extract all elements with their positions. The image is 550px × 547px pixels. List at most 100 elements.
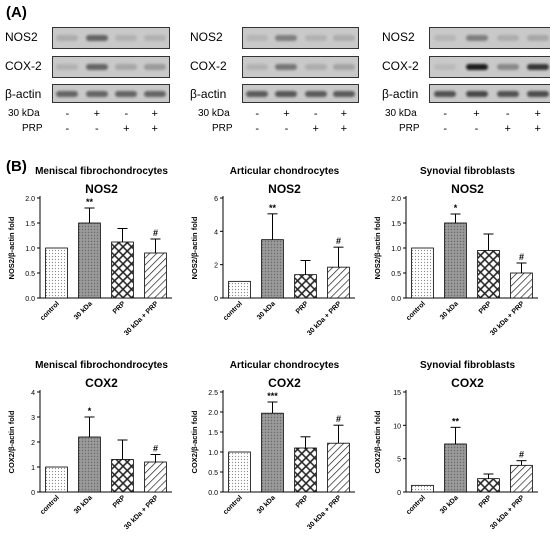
x-tick-label: PRP <box>478 494 493 509</box>
x-tick-label: 30 kDa + PRP <box>123 300 160 337</box>
blot-band <box>526 64 549 70</box>
chart-subtitle: COX2 <box>451 376 484 390</box>
bar <box>144 461 167 493</box>
bar-chart: Meniscal fibrochondrocytes NOS2 0.0 0.5 1.0 1… <box>7 166 172 337</box>
blot-label-1: COX-2 <box>190 59 227 73</box>
y-tick-label: 0 <box>31 490 35 497</box>
bar <box>477 250 500 299</box>
blot-band <box>526 90 549 97</box>
chart-subtitle: NOS2 <box>85 182 118 196</box>
condition-sign: + <box>312 123 319 135</box>
bar <box>411 484 434 493</box>
x-tick-label: PRP <box>295 300 310 315</box>
y-tick-label: 0.0 <box>208 490 218 497</box>
y-tick-label: 1.5 <box>208 430 218 437</box>
blot-band <box>496 35 519 41</box>
condition-sign: - <box>255 108 260 120</box>
blot-membrane <box>429 84 550 103</box>
blot-band <box>304 35 327 41</box>
x-tick-label: PRP <box>295 494 310 509</box>
bar <box>45 247 68 299</box>
bar-chart: Articular chondrocytes NOS2 0 2 4 6 NOS2/β-act… <box>190 166 355 337</box>
x-tick-label: 30 kDa <box>256 300 277 321</box>
bar <box>327 266 350 299</box>
x-tick-label: 30 kDa + PRP <box>123 494 160 531</box>
y-tick-label: 1.0 <box>208 450 218 457</box>
x-tick-label: PRP <box>478 300 493 315</box>
panel-label-a: (A) <box>6 4 27 21</box>
bar <box>510 464 533 493</box>
y-tick-label: 4 <box>31 390 35 397</box>
y-tick-label: 1.5 <box>25 221 35 228</box>
x-tick-label: control <box>39 494 61 516</box>
blot-band <box>85 35 108 41</box>
bar-chart: Synovial fibroblasts NOS2 0.0 0.5 1.0 1.5 2.0 N… <box>373 166 538 337</box>
significance-label: ** <box>86 197 94 207</box>
y-tick-label: 0.5 <box>391 271 401 278</box>
y-axis-label: COX2/β-actin fold <box>373 410 382 473</box>
blot-membrane <box>242 56 359 78</box>
y-tick-label: 0 <box>214 296 218 303</box>
bar <box>111 241 134 299</box>
condition-sign: - <box>65 123 70 135</box>
significance-label: # <box>519 450 524 460</box>
x-tick-label: PRP <box>112 300 127 315</box>
y-tick-label: 15 <box>393 390 401 397</box>
bar <box>477 478 500 493</box>
blot-band <box>115 90 138 97</box>
significance-label: ** <box>452 416 460 426</box>
significance-label: # <box>153 228 158 238</box>
blot-membrane <box>52 27 170 49</box>
significance-label: ** <box>269 203 277 213</box>
condition-sign: + <box>504 123 511 135</box>
bar-chart: Synovial fibroblasts COX2 0 5 10 15 COX2/β-act… <box>373 360 538 531</box>
bar <box>78 436 101 493</box>
blot-band <box>143 35 166 41</box>
y-tick-label: 1.5 <box>391 221 401 228</box>
y-tick-label: 1 <box>31 465 35 472</box>
blot-band <box>143 64 166 70</box>
blot-band <box>115 35 138 41</box>
y-tick-label: 5 <box>397 457 401 464</box>
blot-band <box>56 64 79 70</box>
blot-membrane <box>429 27 550 49</box>
blot-band <box>304 64 327 70</box>
x-tick-label: 30 kDa + PRP <box>306 494 343 531</box>
condition-sign: + <box>534 123 541 135</box>
chart-title: Articular chondrocytes <box>230 360 340 371</box>
x-tick-label: PRP <box>112 494 127 509</box>
blot-band <box>434 64 457 70</box>
blot-label-0: NOS2 <box>190 30 223 44</box>
blot-band <box>434 35 457 41</box>
condition-sign: - <box>124 108 129 120</box>
condition-sign: + <box>340 123 347 135</box>
y-tick-label: 2.0 <box>25 196 35 203</box>
condition-label-30kda: 30 kDa <box>198 108 230 119</box>
blot-band <box>465 90 488 97</box>
bar <box>111 459 134 493</box>
blot-band <box>246 64 269 70</box>
y-tick-label: 1.0 <box>391 246 401 253</box>
blot-band <box>526 35 549 41</box>
chart-subtitle: COX2 <box>85 376 118 390</box>
x-tick-label: control <box>39 300 61 322</box>
y-tick-label: 2.0 <box>208 410 218 417</box>
chart-subtitle: NOS2 <box>451 182 484 196</box>
x-tick-label: control <box>405 300 427 322</box>
blot-label-2: β-actin <box>382 87 419 101</box>
condition-label-30kda: 30 kDa <box>385 108 417 119</box>
blot-band <box>246 90 269 97</box>
blot-band <box>85 90 108 97</box>
blot-membrane <box>429 56 550 78</box>
bar <box>45 466 68 493</box>
bar <box>261 239 284 299</box>
condition-label-prp: PRP <box>399 123 420 134</box>
condition-sign: - <box>443 123 448 135</box>
y-axis-label: COX2/β-actin fold <box>7 410 16 473</box>
condition-sign: - <box>474 123 479 135</box>
y-tick-label: 6 <box>214 196 218 203</box>
y-tick-label: 0.5 <box>25 271 35 278</box>
condition-sign: - <box>284 123 289 135</box>
condition-label-prp: PRP <box>212 123 233 134</box>
significance-label: * <box>454 203 458 213</box>
